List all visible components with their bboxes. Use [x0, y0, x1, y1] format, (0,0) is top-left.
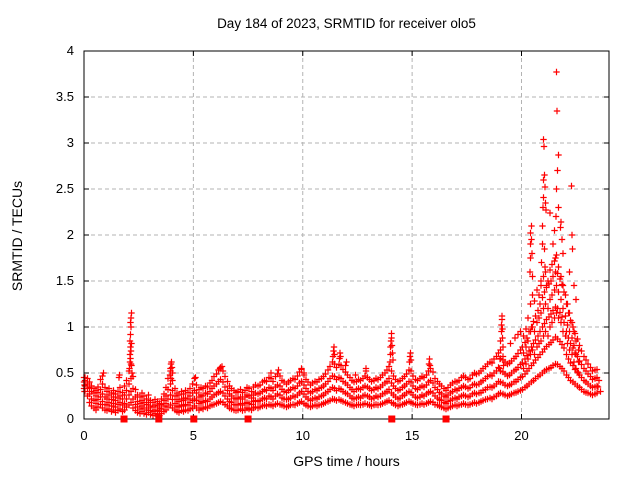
y-tick-label: 3.5	[55, 89, 74, 104]
grid-layer	[84, 51, 609, 419]
x-tick-label: 10	[295, 428, 310, 443]
y-tick-label: 0.5	[55, 365, 74, 380]
x-axis-label: GPS time / hours	[293, 453, 400, 469]
y-tick-label: 0	[66, 411, 74, 426]
y-tick-label: 1.5	[55, 273, 74, 288]
x-tick-label: 5	[189, 428, 197, 443]
y-tick-label: 2.5	[55, 181, 74, 196]
chart-title: Day 184 of 2023, SRMTID for receiver olo…	[217, 16, 476, 31]
y-tick-label: 2	[66, 227, 74, 242]
x-tick-label: 0	[80, 428, 88, 443]
y-tick-label: 1	[66, 319, 74, 334]
x-tick-label: 15	[404, 428, 420, 443]
data-points-layer	[80, 68, 604, 419]
y-tick-label: 3	[66, 135, 74, 150]
axis-layer	[83, 50, 610, 420]
x-tick-label: 20	[514, 428, 529, 443]
axis-flag-markers-layer	[120, 415, 450, 423]
y-tick-label: 4	[66, 43, 74, 58]
